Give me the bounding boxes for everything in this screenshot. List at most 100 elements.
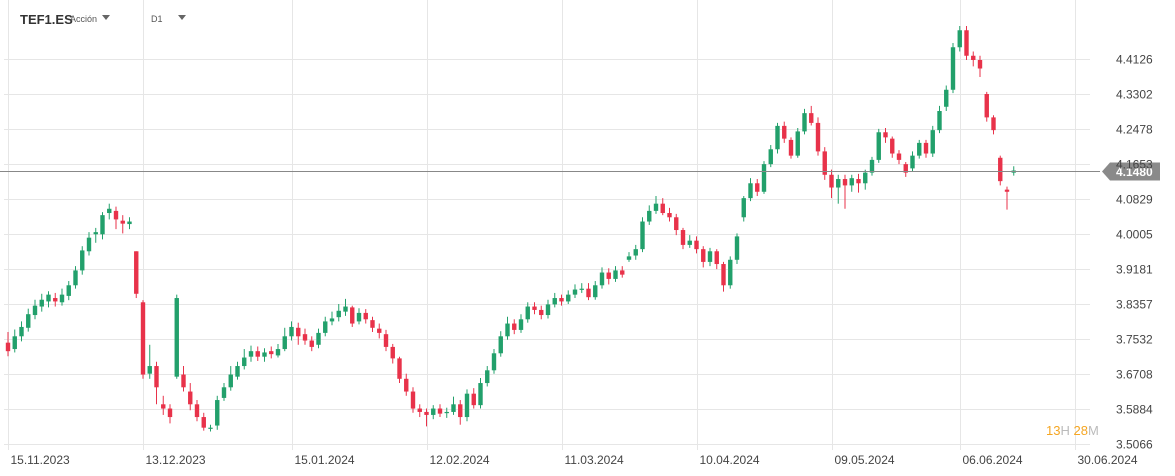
candle-body [329,318,335,322]
candle-body [1004,189,1010,192]
x-axis: 15.11.2023 13.12.2023 15.01.2024 12.02.2024… [11,453,1138,467]
candle-body [343,306,348,312]
candle-body [370,320,375,328]
candle-down [134,251,139,299]
candle-up [275,343,281,358]
candle-body [532,306,537,310]
symbol-label[interactable]: TEF1.ES [20,12,73,27]
candle-body [316,332,321,345]
candles [5,26,1016,432]
candle-up [282,327,287,352]
candle-down [302,328,308,345]
candle-body [572,289,578,295]
candle-body [167,408,173,418]
candle-down [714,249,719,270]
candle-body [822,151,827,175]
candle-down [991,115,996,135]
candle-body [417,408,422,412]
candle-up [633,244,638,260]
candle-body [903,164,908,173]
x-tick-label: 10.04.2024 [700,453,760,467]
y-tick-label: 4.4126 [1116,53,1153,67]
candle-body [755,183,760,192]
timeframe-dropdown-chevron-icon[interactable] [178,15,186,20]
candle-down [458,400,463,425]
candle-body [73,270,78,286]
candle-body [647,210,652,222]
candle-up [836,174,841,204]
candle-up [19,321,24,342]
candle-body [518,319,524,330]
candle-body [282,336,287,350]
symbol-dropdown-chevron-icon[interactable] [102,15,110,20]
candle-body [275,349,281,356]
candle-up [336,303,341,322]
candle-down [721,261,726,292]
candle-body [228,374,233,388]
timeframe-label[interactable]: D1 [151,14,163,24]
candle-body [849,178,854,186]
candle-body [761,164,767,192]
candle-body [181,374,186,388]
candle-down [977,55,983,78]
candle-body [863,172,868,184]
candle-body [991,117,996,131]
candle-body [444,411,449,414]
candle-body [660,203,665,214]
candle-up [849,174,854,192]
candle-up [599,267,605,289]
candle-up [208,424,213,432]
candle-up [761,161,767,194]
candle-body [788,139,794,156]
candle-up [1011,166,1016,176]
candle-up [73,266,78,289]
candle-up [525,302,530,323]
candle-down [586,283,591,301]
candle-down [822,147,827,180]
candle-body [977,60,983,69]
candle-body [728,259,733,286]
candle-body [512,323,517,330]
candle-body [59,294,65,303]
candle-up [910,151,915,172]
candle-body [431,408,436,415]
candle-up [795,128,800,158]
candle-body [53,298,58,302]
candle-down [829,169,834,199]
candle-body [944,89,949,107]
candle-body [525,306,530,320]
candle-up [221,383,227,401]
candle-down [1004,186,1010,210]
candle-down [896,150,902,165]
candle-up [485,366,490,387]
candle-body [559,298,564,302]
candle-body [113,210,119,220]
chart-grid [4,0,1090,450]
candle-up [100,212,105,240]
candle-up [215,395,220,430]
current-price-tag [1102,162,1160,181]
candle-body [478,383,483,406]
candle-body [714,251,719,265]
candle-body [356,312,362,322]
candle-body [221,387,227,398]
candle-body [896,153,902,160]
candle-body [86,237,92,252]
candle-body [707,251,713,262]
candle-body [458,404,463,418]
y-tick-label: 4.1653 [1116,158,1153,172]
candle-up [876,128,881,163]
candle-body [390,346,395,359]
candle-body [120,220,125,224]
symbol-type-label: Acción [70,14,98,24]
candle-body [694,240,699,250]
candle-up [39,293,44,312]
y-tick-label: 3.6708 [1116,368,1153,382]
candle-body [923,142,929,154]
candle-body [336,310,341,318]
candle-down [998,155,1003,186]
candle-down [417,404,422,418]
candle-down [410,387,416,413]
candle-up [647,205,652,225]
